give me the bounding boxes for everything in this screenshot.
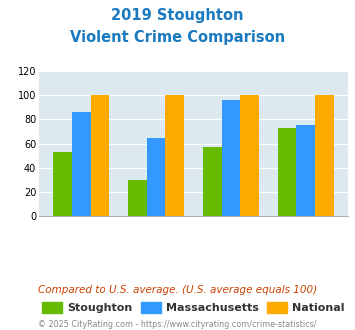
- Bar: [72, 112, 91, 216]
- Bar: [222, 100, 240, 216]
- Bar: [296, 125, 315, 216]
- Bar: [91, 95, 109, 216]
- Bar: [147, 138, 165, 216]
- Bar: [240, 95, 259, 216]
- Bar: [53, 152, 72, 216]
- Text: 2019 Stoughton: 2019 Stoughton: [111, 8, 244, 23]
- Text: Violent Crime Comparison: Violent Crime Comparison: [70, 30, 285, 45]
- Text: © 2025 CityRating.com - https://www.cityrating.com/crime-statistics/: © 2025 CityRating.com - https://www.city…: [38, 320, 317, 329]
- Legend: Stoughton, Massachusetts, National: Stoughton, Massachusetts, National: [38, 297, 349, 317]
- Bar: [315, 95, 334, 216]
- Bar: [165, 95, 184, 216]
- Bar: [278, 128, 296, 216]
- Bar: [203, 147, 222, 216]
- Bar: [128, 180, 147, 216]
- Text: Compared to U.S. average. (U.S. average equals 100): Compared to U.S. average. (U.S. average …: [38, 285, 317, 295]
